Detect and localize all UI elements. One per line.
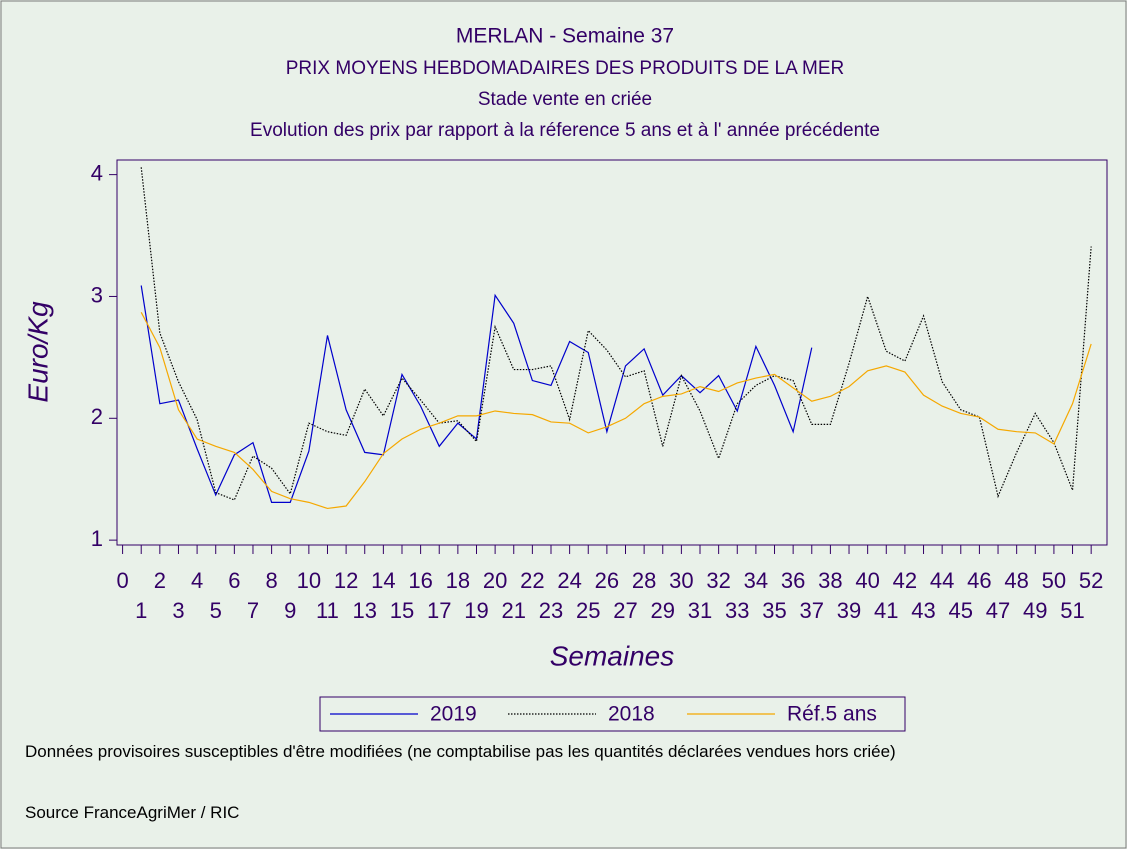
x-tick-label: 1 [135, 598, 147, 623]
x-tick-label: 15 [390, 598, 414, 623]
x-tick-label: 31 [688, 598, 712, 623]
x-tick-label: 20 [483, 568, 507, 593]
x-tick-label: 40 [855, 568, 879, 593]
series-line [140, 167, 1092, 501]
x-tick-label: 24 [557, 568, 581, 593]
chart-title: MERLAN - Semaine 37 [456, 25, 674, 48]
x-tick-label: 39 [837, 598, 861, 623]
source: Source FranceAgriMer / RIC [25, 803, 240, 822]
x-tick-label: 44 [930, 568, 954, 593]
x-tick-label: 32 [706, 568, 730, 593]
x-tick-label: 25 [576, 598, 600, 623]
chart-subtitle: PRIX MOYENS HEBDOMADAIRES DES PRODUITS D… [286, 58, 845, 79]
x-tick-label: 45 [949, 598, 973, 623]
x-tick-label: 33 [725, 598, 749, 623]
chart-subtitle: Stade vente en criée [478, 89, 652, 110]
x-tick-label: 28 [632, 568, 656, 593]
x-tick-label: 7 [247, 598, 259, 623]
x-tick-label: 23 [539, 598, 563, 623]
x-tick-label: 0 [116, 568, 128, 593]
x-tick-label: 41 [874, 598, 898, 623]
x-tick-label: 14 [371, 568, 395, 593]
x-tick-label: 11 [316, 598, 339, 623]
x-tick-label: 10 [297, 568, 321, 593]
x-tick-label: 16 [408, 568, 432, 593]
x-tick-label: 47 [986, 598, 1010, 623]
plot-area [116, 159, 1108, 546]
x-tick-label: 26 [595, 568, 619, 593]
chart-subtitle: Evolution des prix par rapport à la réfe… [250, 120, 880, 141]
x-tick-label: 18 [446, 568, 470, 593]
x-tick-label: 17 [427, 598, 451, 623]
legend-label: Réf.5 ans [787, 703, 877, 726]
x-tick-label: 51 [1060, 598, 1084, 623]
x-tick-label: 9 [284, 598, 296, 623]
x-tick-label: 46 [967, 568, 991, 593]
x-tick-label: 43 [911, 598, 935, 623]
x-tick-label: 21 [502, 598, 526, 623]
x-tick-label: 48 [1004, 568, 1028, 593]
x-axis-label: Semaines [550, 640, 675, 671]
x-tick-label: 6 [228, 568, 240, 593]
series-line [140, 285, 813, 503]
x-tick-label: 8 [265, 568, 277, 593]
x-tick-label: 50 [1042, 568, 1066, 593]
x-tick-label: 19 [464, 598, 488, 623]
x-tick-label: 3 [172, 598, 184, 623]
x-tick-label: 42 [893, 568, 917, 593]
x-tick-label: 2 [154, 568, 166, 593]
x-tick-label: 36 [781, 568, 805, 593]
x-tick-label: 12 [334, 568, 358, 593]
legend-box [319, 696, 906, 732]
x-tick-label: 49 [1023, 598, 1047, 623]
x-tick-label: 35 [762, 598, 786, 623]
x-tick-label: 30 [669, 568, 693, 593]
y-tick-label: 1 [91, 526, 103, 551]
series-line [140, 312, 1092, 510]
x-tick-label: 22 [520, 568, 544, 593]
y-tick-label: 3 [91, 282, 103, 307]
x-tick-label: 29 [651, 598, 675, 623]
x-tick-label: 27 [613, 598, 637, 623]
legend-label: 2018 [608, 703, 655, 726]
x-tick-label: 4 [191, 568, 203, 593]
note: Données provisoires susceptibles d'être … [25, 742, 896, 761]
x-tick-label: 52 [1079, 568, 1103, 593]
legend-label: 2019 [430, 703, 477, 726]
x-tick-label: 34 [744, 568, 768, 593]
x-tick-label: 13 [352, 598, 376, 623]
y-axis-label: Euro/Kg [22, 301, 53, 403]
y-tick-label: 2 [91, 404, 103, 429]
x-tick-label: 37 [800, 598, 824, 623]
x-tick-label: 38 [818, 568, 842, 593]
y-tick-label: 4 [91, 160, 103, 185]
x-tick-label: 5 [210, 598, 222, 623]
